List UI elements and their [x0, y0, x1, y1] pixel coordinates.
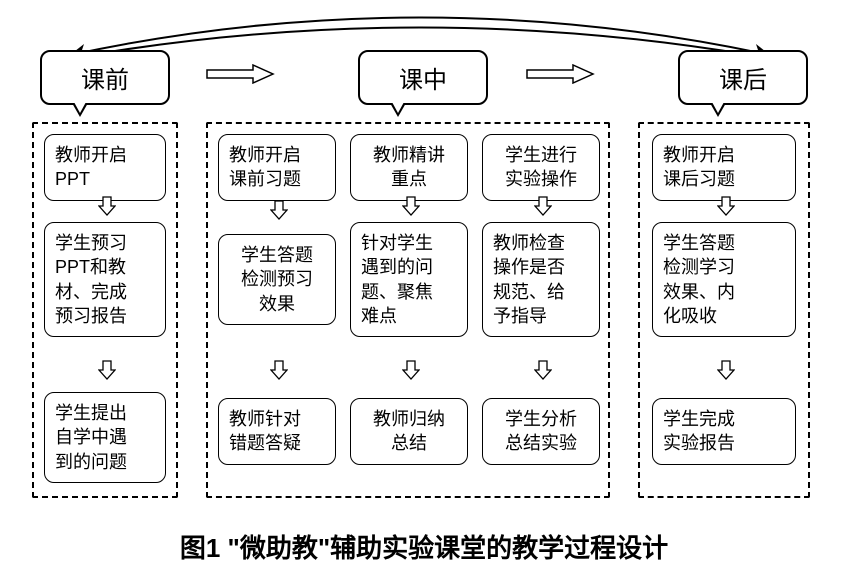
v-arrow-mid1-1 [270, 360, 288, 380]
node-mid2-2: 教师归纳总结 [350, 398, 468, 465]
node-mid2-0: 教师精讲重点 [350, 134, 468, 201]
node-post-0-text: 教师开启课后习题 [663, 145, 735, 189]
v-arrow-mid2-1 [402, 360, 420, 380]
flowchart-canvas: 课前 课中 课后 教师开启PPT 学生预习PPT和教材、完成预习报告 学生提出自… [0, 0, 848, 575]
node-post-2-text: 学生完成实验报告 [663, 409, 735, 453]
node-mid3-2-text: 学生分析总结实验 [505, 409, 577, 453]
node-mid2-2-text: 教师归纳总结 [373, 409, 445, 453]
h-arrow-1 [205, 64, 275, 84]
node-pre-0: 教师开启PPT [44, 134, 166, 201]
node-mid3-1-text: 教师检查操作是否规范、给予指导 [493, 233, 565, 326]
header-pre: 课前 [40, 50, 170, 105]
node-mid2-0-text: 教师精讲重点 [373, 145, 445, 189]
node-mid3-1: 教师检查操作是否规范、给予指导 [482, 222, 600, 337]
node-mid1-0-text: 教师开启课前习题 [229, 145, 301, 189]
node-post-0: 教师开启课后习题 [652, 134, 796, 201]
v-arrow-mid1-0 [270, 200, 288, 220]
node-mid1-1-text: 学生答题检测预习效果 [241, 245, 313, 314]
node-post-1: 学生答题检测学习效果、内化吸收 [652, 222, 796, 337]
v-arrow-mid3-0 [534, 196, 552, 216]
node-mid1-2-text: 教师针对错题答疑 [229, 409, 301, 453]
node-mid2-1-text: 针对学生遇到的问题、聚焦难点 [361, 233, 433, 326]
node-mid2-1: 针对学生遇到的问题、聚焦难点 [350, 222, 468, 337]
node-post-1-text: 学生答题检测学习效果、内化吸收 [663, 233, 735, 326]
header-post-label: 课后 [719, 67, 767, 94]
node-pre-0-text: 教师开启PPT [55, 145, 127, 189]
h-arrow-2 [525, 64, 595, 84]
node-pre-2: 学生提出自学中遇到的问题 [44, 392, 166, 483]
node-pre-1-text: 学生预习PPT和教材、完成预习报告 [55, 233, 127, 326]
header-post: 课后 [678, 50, 808, 105]
header-pre-label: 课前 [81, 67, 129, 94]
v-arrow-post-1 [717, 360, 735, 380]
node-mid1-2: 教师针对错题答疑 [218, 398, 336, 465]
node-pre-1: 学生预习PPT和教材、完成预习报告 [44, 222, 166, 337]
figure-caption: 图1 "微助教"辅助实验课堂的教学过程设计 [0, 528, 848, 565]
node-mid3-0: 学生进行实验操作 [482, 134, 600, 201]
v-arrow-post-0 [717, 196, 735, 216]
node-mid1-0: 教师开启课前习题 [218, 134, 336, 201]
header-mid: 课中 [358, 50, 488, 105]
node-mid1-1: 学生答题检测预习效果 [218, 234, 336, 325]
node-post-2: 学生完成实验报告 [652, 398, 796, 465]
v-arrow-mid2-0 [402, 196, 420, 216]
v-arrow-pre-0 [98, 196, 116, 216]
node-pre-2-text: 学生提出自学中遇到的问题 [55, 403, 127, 472]
node-mid3-2: 学生分析总结实验 [482, 398, 600, 465]
v-arrow-pre-1 [98, 360, 116, 380]
v-arrow-mid3-1 [534, 360, 552, 380]
figure-caption-text: 图1 "微助教"辅助实验课堂的教学过程设计 [180, 533, 668, 563]
node-mid3-0-text: 学生进行实验操作 [505, 145, 577, 189]
header-mid-label: 课中 [399, 67, 447, 94]
